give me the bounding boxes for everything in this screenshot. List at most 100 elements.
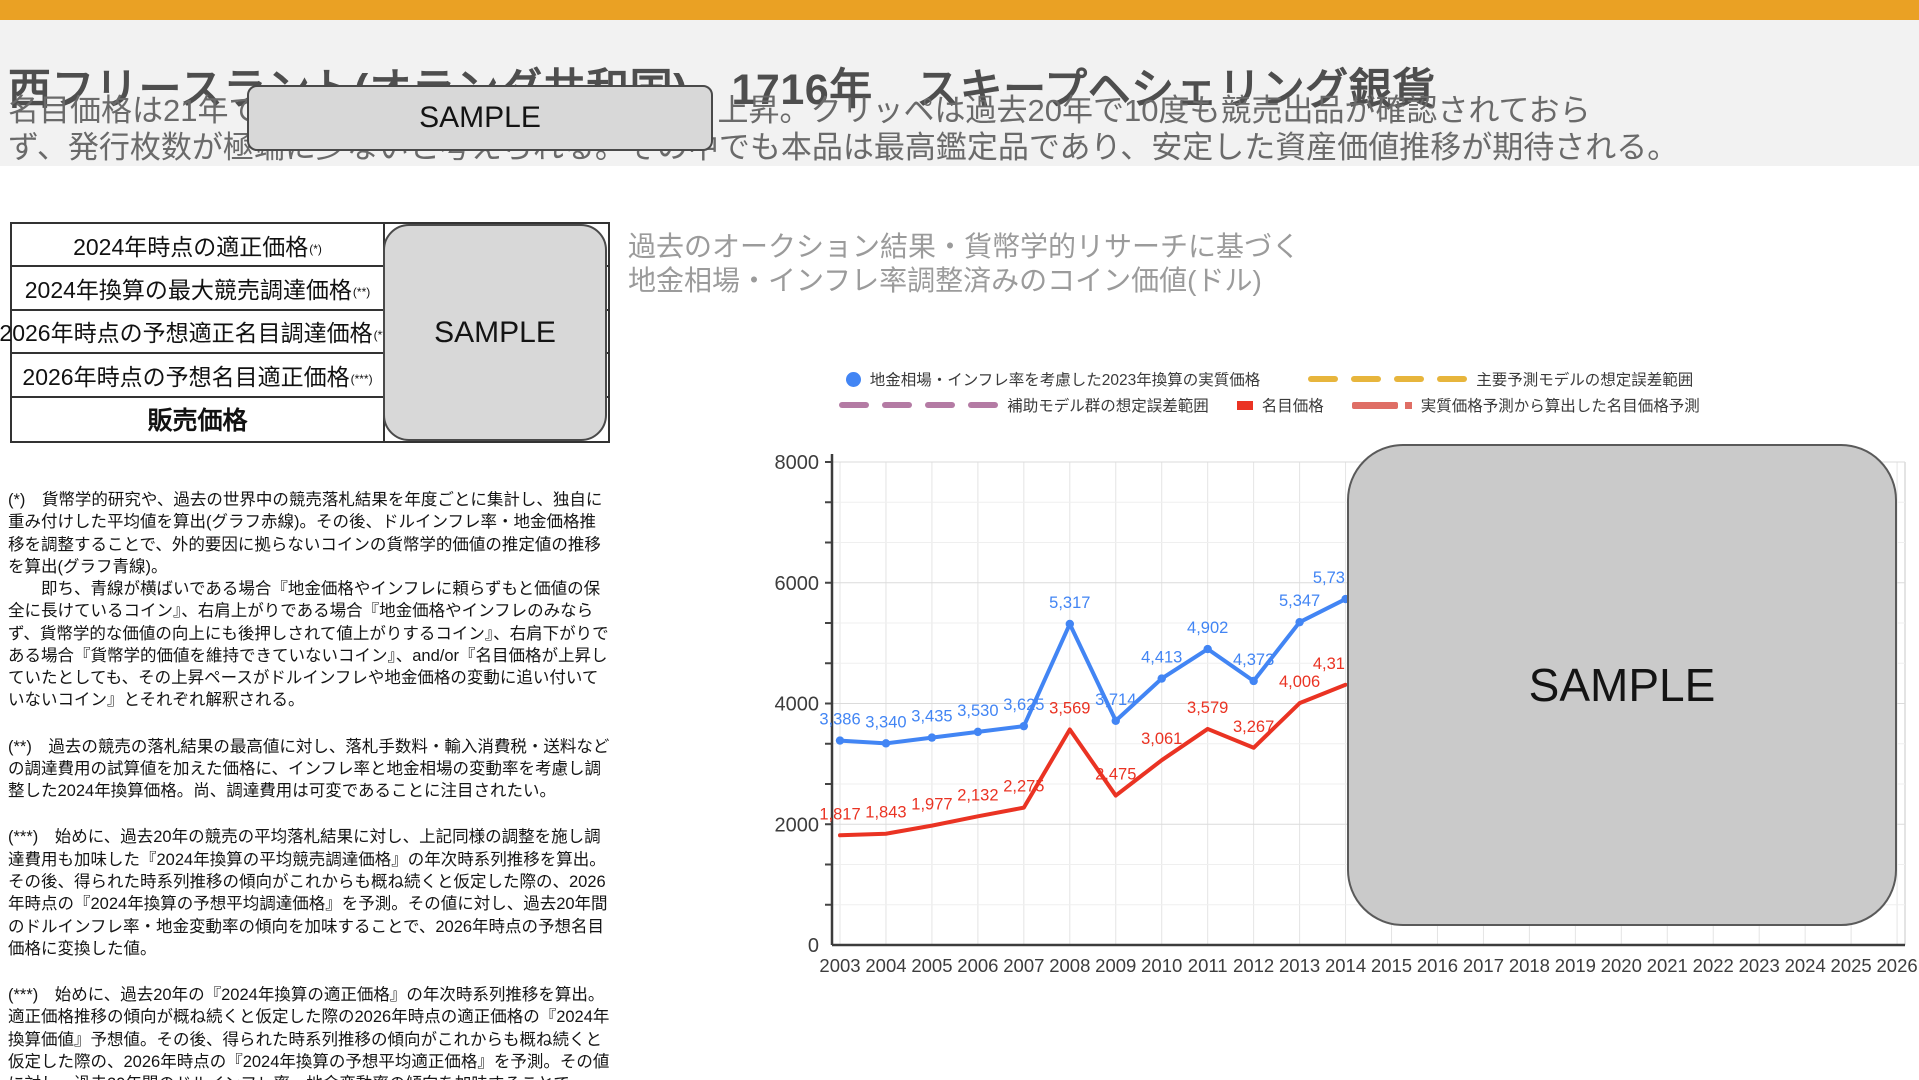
- price-table-rows: 2024年時点の適正価格 (*) 2024年換算の最大競売調達価格 (**) 2026年…: [0, 224, 608, 441]
- x-tick-label: 2022: [1693, 955, 1734, 976]
- series-line: [838, 597, 1348, 746]
- price-row-label: 販売価格: [12, 397, 385, 441]
- sample-overlay-chart: SAMPLE: [1347, 444, 1897, 926]
- footnote-triple-asterisk-1: (***) 始めに、過去20年の競売の平均落札結果に対し、上記同様の調整を施し調…: [8, 828, 608, 958]
- price-row-label: 2024年換算の最大競売調達価格 (**): [12, 267, 385, 309]
- subtitle-line1: 名目価格は21年で 上昇。クリッペは過去20年で10度も競売出品が確認されておら: [8, 92, 1913, 129]
- footnote-asterisk: (*) 貨幣学的研究や、過去の世界中の競売落札結果を年度ごとに集計し、独自に重み…: [8, 491, 603, 576]
- legend-dashes-icon: [839, 402, 999, 408]
- price-row-label: 2026年時点の予想名目適正価格 (***): [12, 354, 385, 396]
- data-label: 4,902: [1187, 619, 1228, 637]
- data-point: [1019, 721, 1029, 731]
- legend-dash: [1308, 376, 1339, 382]
- data-point: [881, 739, 891, 748]
- data-label: 4,31: [1313, 655, 1345, 673]
- y-tick-label: 0: [808, 935, 819, 957]
- y-tick-label: 2000: [775, 814, 820, 836]
- x-tick-label: 2014: [1325, 955, 1366, 976]
- data-label: 5,317: [1049, 594, 1090, 612]
- data-label: 3,625: [1003, 696, 1044, 714]
- chart-legend-row1: 地金相場・インフレ率を考慮した2023年換算の実質価格 主要予測モデルの想定誤差範…: [620, 368, 1919, 390]
- price-table-row: 2024年時点の適正価格 (*): [12, 224, 608, 268]
- legend-dash: [839, 402, 870, 408]
- x-tick-label: 2008: [1049, 955, 1090, 976]
- footnote-double-asterisk: (**) 過去の競売の落札結果の最高値に対し、落札手数料・輸入消費税・送料などの…: [8, 737, 610, 801]
- sample-label: SAMPLE: [1528, 659, 1716, 711]
- data-point: [1111, 716, 1120, 725]
- chart-title: 過去のオークション結果・貨幣学的リサーチに基づく 地金相場・インフレ率調整済みの…: [628, 230, 1300, 298]
- data-label: 4,006: [1279, 673, 1320, 691]
- legend-dash: [1437, 376, 1468, 382]
- y-tick-label: 8000: [775, 452, 820, 474]
- legend-item: 主要予測モデルの想定誤差範囲: [1308, 368, 1693, 390]
- x-tick-label: 2006: [957, 955, 998, 976]
- y-tick-label: 4000: [775, 694, 820, 716]
- legend-label: 名目価格: [1261, 398, 1324, 415]
- price-table-row: 2026年時点の予想名目適正価格 (***): [12, 354, 608, 398]
- x-tick-label: 2010: [1141, 955, 1182, 976]
- price-row-footnote-mark: (*): [309, 241, 322, 256]
- data-label: 2,132: [957, 786, 998, 804]
- data-label: 3,340: [865, 713, 906, 731]
- data-label: 5,347: [1279, 592, 1320, 610]
- data-label: 2,275: [1003, 778, 1044, 796]
- sample-overlay-table: SAMPLE: [383, 224, 607, 441]
- x-tick-label: 2019: [1555, 955, 1596, 976]
- data-label: 1,817: [819, 805, 860, 823]
- data-point: [1249, 676, 1258, 686]
- legend-dash: [968, 402, 999, 408]
- data-label: 3,061: [1141, 730, 1182, 748]
- legend-item: 補助モデル群の想定誤差範囲: [839, 394, 1209, 416]
- x-tick-label: 2016: [1417, 955, 1458, 976]
- legend-dash-dot-icon: [1351, 401, 1412, 409]
- legend-dash: [1351, 376, 1382, 382]
- x-tick-label: 2024: [1785, 955, 1826, 976]
- data-label: 3,530: [957, 702, 998, 720]
- data-label: 2,475: [1095, 766, 1136, 784]
- data-point: [1203, 644, 1212, 654]
- x-tick-label: 2015: [1371, 955, 1412, 976]
- price-row-label: 2026年時点の予想適正名目調達価格(***): [0, 310, 396, 353]
- legend-label: 主要予測モデルの想定誤差範囲: [1476, 372, 1694, 389]
- legend-item: 地金相場・インフレ率を考慮した2023年換算の実質価格: [845, 368, 1261, 390]
- legend-item: 名目価格: [1236, 394, 1324, 416]
- sample-overlay-header: SAMPLE: [247, 85, 713, 151]
- data-label: 3,579: [1187, 699, 1228, 717]
- data-label: 1,843: [865, 804, 906, 822]
- x-tick-label: 2018: [1509, 955, 1550, 976]
- data-point: [1065, 619, 1074, 629]
- legend-dash: [1394, 376, 1425, 382]
- x-tick-label: 2007: [1003, 955, 1044, 976]
- footnotes: (*) 貨幣学的研究や、過去の世界中の競売落札結果を年度ごとに集計し、独自に重み…: [8, 489, 612, 1080]
- page-title: 西フリースラント(オランダ共和国) 1716年 スキープヘシェリング銀貨: [8, 65, 1436, 114]
- top-accent-bar: [0, 0, 1919, 20]
- footnote-asterisk-cont: 即ち、青線が横ばいである場合『地金価格やインフレに頼らずもと価値の保全に長けてい…: [8, 580, 609, 710]
- price-row-footnote-mark: (**): [352, 285, 371, 300]
- chart-title-line1: 過去のオークション結果・貨幣学的リサーチに基づく: [628, 231, 1301, 262]
- data-label: 3,714: [1095, 691, 1136, 709]
- legend-dot-icon: [845, 371, 861, 387]
- data-point: [927, 733, 937, 742]
- x-tick-label: 2025: [1831, 955, 1872, 976]
- data-label: 3,435: [911, 708, 952, 726]
- sample-label: SAMPLE: [419, 101, 541, 134]
- legend-dashes-icon: [1308, 376, 1468, 382]
- x-tick-label: 2017: [1463, 955, 1504, 976]
- data-label: 4,413: [1141, 649, 1182, 667]
- legend-square-icon: [1236, 400, 1253, 410]
- data-point: [973, 727, 983, 737]
- legend-dash: [925, 402, 956, 408]
- legend-item: 実質価格予測から算出した名目価格予測: [1351, 394, 1700, 416]
- x-tick-label: 2004: [865, 955, 906, 976]
- data-point: [1295, 617, 1304, 627]
- data-label: 3,569: [1049, 700, 1090, 718]
- data-label: 3,267: [1233, 718, 1274, 736]
- legend-label: 補助モデル群の想定誤差範囲: [1007, 398, 1209, 415]
- legend-label: 地金相場・インフレ率を考慮した2023年換算の実質価格: [869, 372, 1261, 389]
- price-row-footnote-mark: (***): [350, 371, 373, 386]
- sample-label: SAMPLE: [434, 315, 556, 349]
- data-label: 1,977: [911, 796, 952, 814]
- series-line: [838, 682, 1348, 838]
- legend-mini-square: [1404, 401, 1412, 409]
